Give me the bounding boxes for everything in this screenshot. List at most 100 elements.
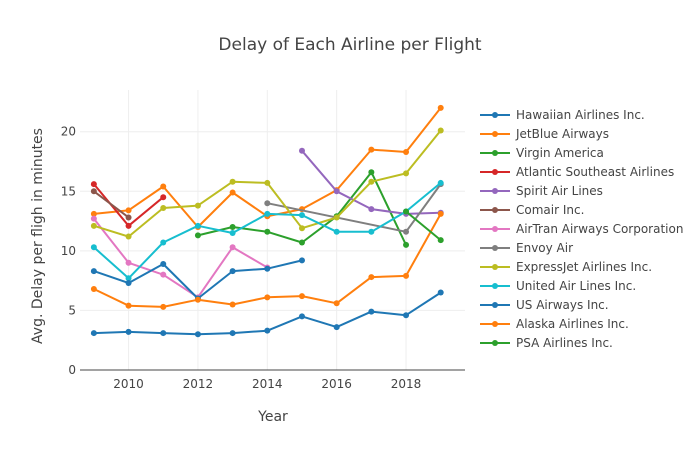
data-point[interactable] [333,188,340,195]
series-hawaiian-airlines-inc[interactable] [90,289,444,338]
legend-item[interactable]: Comair Inc. [480,203,584,217]
data-point[interactable] [437,289,444,296]
data-point[interactable] [368,169,375,176]
data-point[interactable] [368,274,375,281]
data-point[interactable] [403,148,410,155]
data-point[interactable] [298,293,305,300]
data-point[interactable] [368,146,375,153]
data-point[interactable] [90,188,97,195]
series-alaska-airlines-inc[interactable] [90,210,444,310]
data-point[interactable] [160,194,167,201]
data-point[interactable] [90,222,97,229]
data-point[interactable] [90,330,97,337]
data-point[interactable] [333,324,340,331]
data-point[interactable] [229,229,236,236]
data-point[interactable] [125,259,132,266]
data-point[interactable] [160,204,167,211]
data-point[interactable] [298,239,305,246]
data-point[interactable] [333,228,340,235]
data-point[interactable] [90,210,97,217]
data-point[interactable] [368,178,375,185]
data-point[interactable] [403,241,410,248]
data-point[interactable] [403,170,410,177]
legend-item[interactable]: Envoy Air [480,241,573,255]
data-point[interactable] [125,280,132,287]
data-point[interactable] [264,294,271,301]
data-point[interactable] [368,206,375,213]
legend-label: Spirit Air Lines [516,184,603,198]
legend-item[interactable]: US Airways Inc. [480,298,609,312]
data-point[interactable] [160,183,167,190]
data-point[interactable] [333,214,340,221]
data-point[interactable] [298,212,305,219]
data-point[interactable] [194,202,201,209]
series-expressjet-airlines-inc[interactable] [90,127,444,240]
series-psa-airlines-inc[interactable] [403,208,444,244]
data-point[interactable] [403,208,410,215]
data-point[interactable] [229,189,236,196]
data-point[interactable] [160,260,167,267]
legend-item[interactable]: AirTran Airways Corporation [480,222,683,236]
data-point[interactable] [264,327,271,334]
data-point[interactable] [125,302,132,309]
data-point[interactable] [403,228,410,235]
legend-item[interactable]: Alaska Airlines Inc. [480,317,629,331]
data-point[interactable] [264,179,271,186]
series-atlantic-southeast-airlines[interactable] [90,181,167,229]
data-point[interactable] [229,301,236,308]
data-point[interactable] [125,233,132,240]
data-point[interactable] [298,147,305,154]
data-point[interactable] [90,244,97,251]
data-point[interactable] [90,215,97,222]
data-point[interactable] [264,228,271,235]
data-point[interactable] [229,224,236,231]
data-point[interactable] [229,330,236,337]
legend-item[interactable]: JetBlue Airways [480,127,609,141]
data-point[interactable] [264,210,271,217]
legend-item[interactable]: Atlantic Southeast Airlines [480,165,674,179]
legend-item[interactable]: Spirit Air Lines [480,184,603,198]
data-point[interactable] [125,214,132,221]
data-point[interactable] [160,330,167,337]
data-point[interactable] [264,200,271,207]
data-point[interactable] [90,285,97,292]
legend-item[interactable]: United Air Lines Inc. [480,279,636,293]
data-point[interactable] [437,179,444,186]
series-comair-inc[interactable] [90,188,132,221]
legend-item[interactable]: PSA Airlines Inc. [480,336,613,350]
data-point[interactable] [298,225,305,232]
data-point[interactable] [264,265,271,272]
data-point[interactable] [437,104,444,111]
data-point[interactable] [368,228,375,235]
data-point[interactable] [298,313,305,320]
data-point[interactable] [437,127,444,134]
data-point[interactable] [229,268,236,275]
data-point[interactable] [125,275,132,282]
legend[interactable]: Hawaiian Airlines Inc. JetBlue Airways Vir… [480,108,683,350]
legend-item[interactable]: ExpressJet Airlines Inc. [480,260,652,274]
data-point[interactable] [125,222,132,229]
data-point[interactable] [194,222,201,229]
series-united-air-lines-inc[interactable] [90,179,444,282]
data-point[interactable] [160,239,167,246]
data-point[interactable] [125,207,132,214]
data-point[interactable] [90,268,97,275]
data-point[interactable] [160,271,167,278]
data-point[interactable] [437,210,444,217]
data-point[interactable] [437,237,444,244]
data-point[interactable] [160,303,167,310]
data-point[interactable] [403,312,410,319]
data-point[interactable] [368,308,375,315]
data-point[interactable] [333,300,340,307]
data-point[interactable] [229,178,236,185]
legend-item[interactable]: Virgin America [480,146,604,160]
data-point[interactable] [403,272,410,279]
data-point[interactable] [194,296,201,303]
data-point[interactable] [194,331,201,338]
data-point[interactable] [229,244,236,251]
legend-item[interactable]: Hawaiian Airlines Inc. [480,108,645,122]
data-point[interactable] [90,181,97,188]
data-point[interactable] [125,328,132,335]
data-point[interactable] [298,257,305,264]
data-point[interactable] [194,232,201,239]
